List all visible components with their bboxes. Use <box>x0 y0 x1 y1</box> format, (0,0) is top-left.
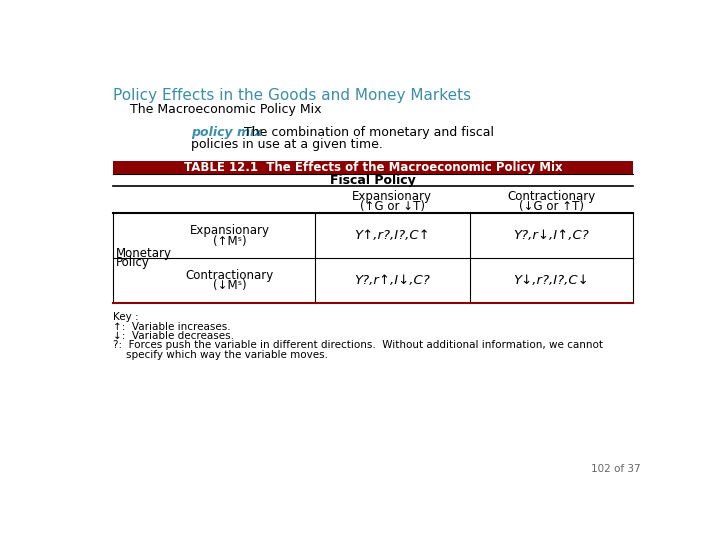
Text: Expansionary: Expansionary <box>189 224 269 237</box>
Text: specify which way the variable moves.: specify which way the variable moves. <box>113 350 328 360</box>
Text: Monetary: Monetary <box>117 247 172 260</box>
Text: ?:  Forces push the variable in different directions.  Without additional inform: ?: Forces push the variable in different… <box>113 340 603 350</box>
Text: Y?,r↓,I↑,C?: Y?,r↓,I↑,C? <box>513 230 589 242</box>
Text: policy mix: policy mix <box>191 126 262 139</box>
Text: Expansionary: Expansionary <box>352 190 432 202</box>
Text: 102 of 37: 102 of 37 <box>590 464 640 475</box>
Text: The Macroeconomic Policy Mix: The Macroeconomic Policy Mix <box>130 103 322 116</box>
Text: (↓Mˢ): (↓Mˢ) <box>212 279 246 292</box>
Text: Policy: Policy <box>117 256 150 269</box>
Text: policies in use at a given time.: policies in use at a given time. <box>191 138 382 151</box>
Text: Y↓,r?,I?,C↓: Y↓,r?,I?,C↓ <box>513 274 589 287</box>
Text: The combination of monetary and fiscal: The combination of monetary and fiscal <box>235 126 494 139</box>
Text: TABLE 12.1  The Effects of the Macroeconomic Policy Mix: TABLE 12.1 The Effects of the Macroecono… <box>184 161 562 174</box>
Text: Key :: Key : <box>113 312 139 322</box>
Text: Y?,r↑,I↓,C?: Y?,r↑,I↓,C? <box>354 274 430 287</box>
Text: (↑Mˢ): (↑Mˢ) <box>212 234 246 248</box>
Text: Fiscal Policy: Fiscal Policy <box>330 174 415 187</box>
Text: Contractionary: Contractionary <box>507 190 595 202</box>
Text: Contractionary: Contractionary <box>185 268 274 281</box>
Text: ↑:  Variable increases.: ↑: Variable increases. <box>113 322 231 332</box>
Text: Y↑,r?,I?,C↑: Y↑,r?,I?,C↑ <box>354 230 430 242</box>
FancyBboxPatch shape <box>113 161 632 174</box>
Text: (↓G or ↑T): (↓G or ↑T) <box>518 200 584 213</box>
Text: ↓:  Variable decreases.: ↓: Variable decreases. <box>113 331 234 341</box>
Text: (↑G or ↓T): (↑G or ↓T) <box>360 200 425 213</box>
Text: Policy Effects in the Goods and Money Markets: Policy Effects in the Goods and Money Ma… <box>113 88 472 103</box>
